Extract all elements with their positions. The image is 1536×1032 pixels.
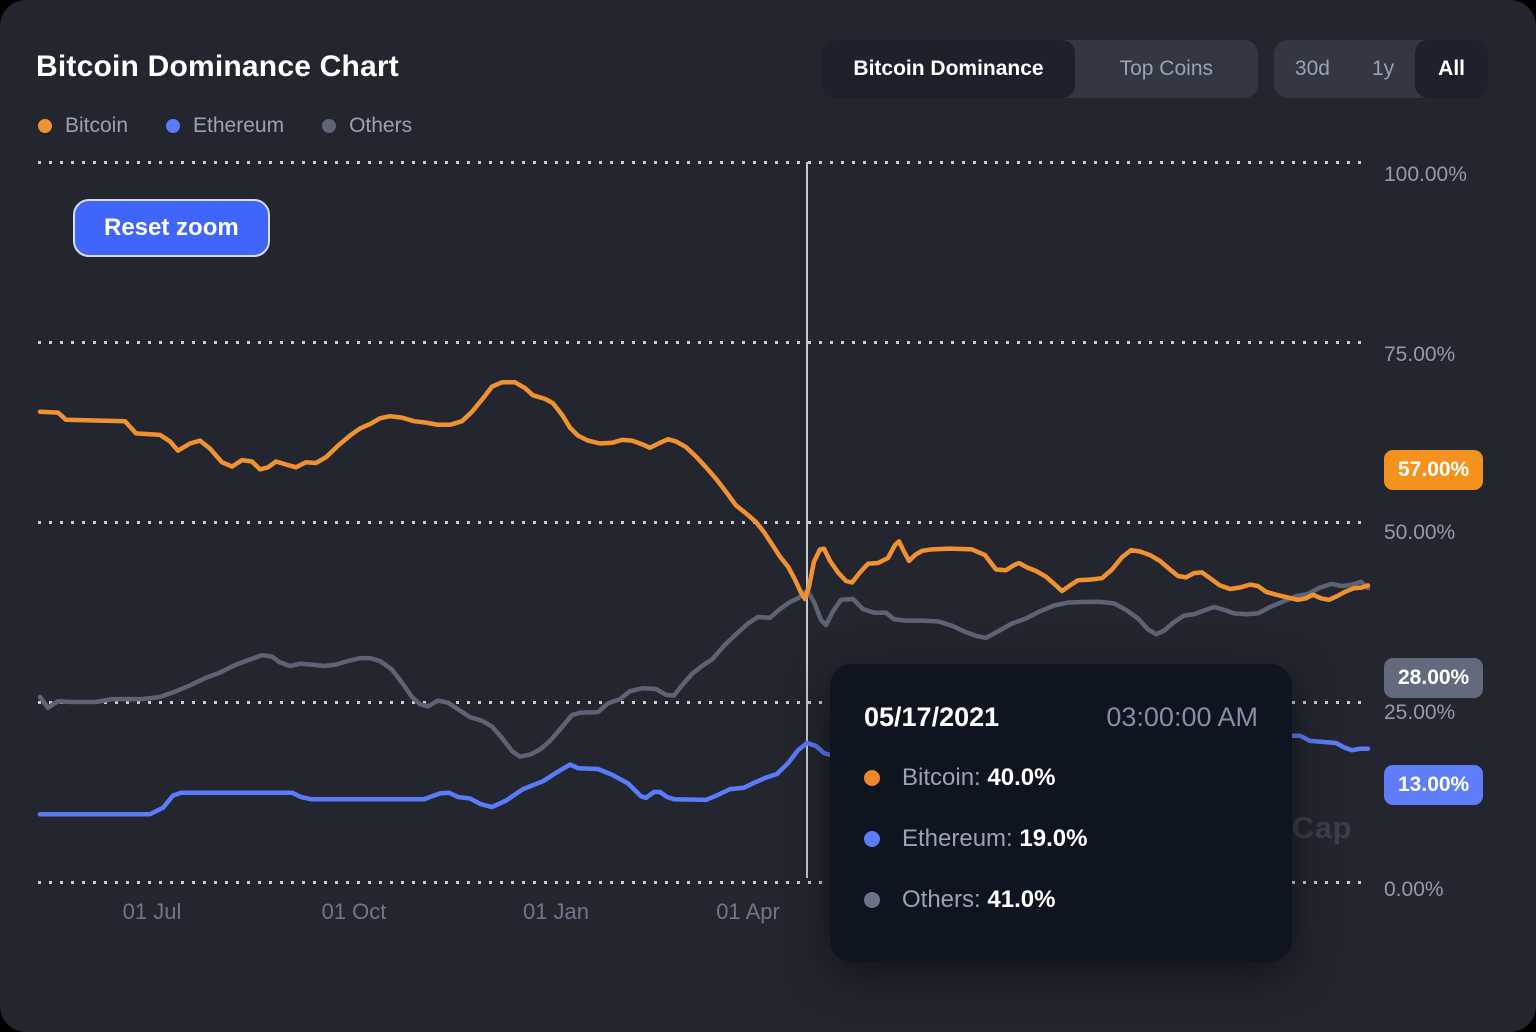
ytick-50: 50.00% <box>1384 521 1456 544</box>
chart-tooltip: 05/17/2021 03:00:00 AM Bitcoin: 40.0% Et… <box>830 664 1292 962</box>
ytick-25: 25.00% <box>1384 701 1456 724</box>
gridline-50 <box>38 521 1368 524</box>
range-1y[interactable]: 1y <box>1371 57 1395 80</box>
range-30d[interactable]: 30d <box>1294 57 1330 80</box>
legend-label: Ethereum <box>193 114 285 137</box>
tooltip-date: 05/17/2021 <box>864 702 1000 732</box>
tooltip-value: 40.0% <box>987 764 1056 791</box>
tooltip-time: 03:00:00 AM <box>1106 702 1258 732</box>
gridline-0 <box>38 881 1368 884</box>
xtick-jul: 01 Jul <box>122 899 182 924</box>
tooltip-label: Ethereum: 19.0% <box>902 825 1088 852</box>
view-toggle-group: Bitcoin Dominance Top Coins <box>822 40 1258 98</box>
bitcoin-dot-icon <box>38 119 52 133</box>
tooltip-value: 19.0% <box>1019 825 1088 852</box>
bitcoin-value-badge: 57.00% <box>1384 450 1484 490</box>
tooltip-header: 05/17/2021 03:00:00 AM <box>864 702 1258 733</box>
tooltip-row-ethereum: Ethereum: 19.0% <box>864 824 1258 854</box>
range-all[interactable]: All <box>1415 40 1488 98</box>
gridline-100 <box>38 161 1368 164</box>
tooltip-value: 41.0% <box>987 886 1056 913</box>
bitcoin-dot-icon <box>864 770 880 786</box>
tab-bitcoin-dominance[interactable]: Bitcoin Dominance <box>822 40 1075 98</box>
tooltip-row-bitcoin: Bitcoin: 40.0% <box>864 763 1258 793</box>
reset-zoom-button[interactable]: Reset zoom <box>73 199 270 257</box>
others-dot-icon <box>864 892 880 908</box>
page-title: Bitcoin Dominance Chart <box>36 50 399 83</box>
others-dot-icon <box>322 119 337 133</box>
legend-label: Others <box>349 114 413 137</box>
legend-label: Bitcoin <box>65 114 129 137</box>
tooltip-label: Bitcoin: 40.0% <box>902 764 1056 791</box>
bitcoin-line <box>37 380 1371 603</box>
others-value-badge: 28.00% <box>1384 658 1484 698</box>
xtick-apr: 01 Apr <box>716 899 780 924</box>
xtick-jan: 01 Jan <box>522 899 590 924</box>
tooltip-label: Others: 41.0% <box>902 886 1056 913</box>
ytick-100: 100.00% <box>1384 163 1467 186</box>
chart-legend: Bitcoin Ethereum Others <box>38 114 412 138</box>
ytick-75: 75.00% <box>1384 343 1456 366</box>
others-line <box>37 579 1371 759</box>
xtick-oct: 01 Oct <box>321 899 387 924</box>
crosshair-line <box>806 162 808 878</box>
tooltip-row-others: Others: 41.0% <box>864 885 1258 915</box>
legend-item-bitcoin[interactable]: Bitcoin <box>38 114 128 138</box>
tab-top-coins[interactable]: Top Coins <box>1119 57 1213 80</box>
legend-item-ethereum[interactable]: Ethereum <box>166 114 284 138</box>
ethereum-dot-icon <box>166 119 181 133</box>
ytick-0: 0.00% <box>1384 878 1444 901</box>
ethereum-dot-icon <box>864 831 880 847</box>
range-toggle-group: 30d 1y All <box>1273 40 1488 98</box>
ethereum-value-badge: 13.00% <box>1384 765 1484 805</box>
gridline-25 <box>38 701 1368 704</box>
legend-item-others[interactable]: Others <box>322 114 412 138</box>
gridline-75 <box>38 341 1368 344</box>
